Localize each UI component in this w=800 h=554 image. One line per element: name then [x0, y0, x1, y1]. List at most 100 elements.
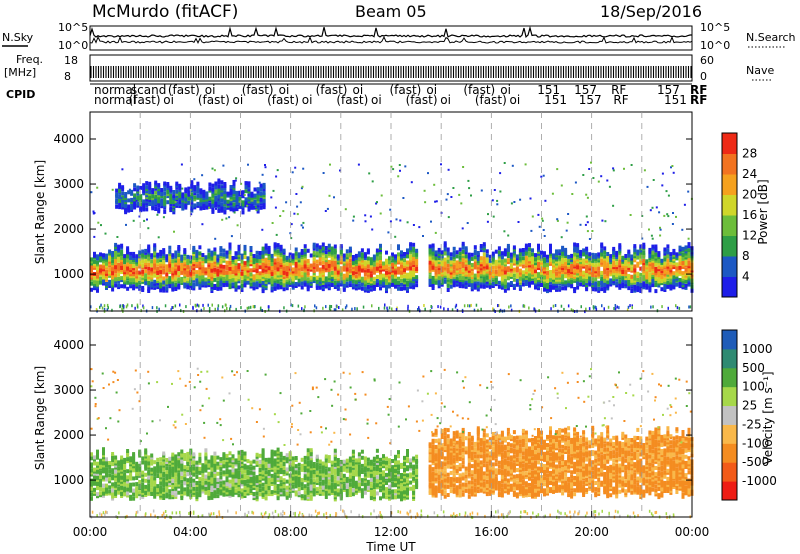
power-cell	[105, 271, 108, 276]
power-scatter-cell	[104, 232, 107, 235]
power-cell	[177, 245, 181, 249]
velocity-cell	[150, 492, 154, 496]
velocity-cell	[204, 468, 208, 473]
power-cell	[681, 271, 685, 276]
power-cell	[285, 272, 289, 277]
velocity-cell	[153, 488, 157, 493]
power-cell	[267, 266, 271, 271]
velocity-cell	[210, 477, 214, 482]
power-heatmap-cells	[90, 161, 694, 314]
power-ground-cell	[584, 310, 586, 314]
power-cell	[564, 280, 568, 285]
velocity-cell	[174, 468, 178, 473]
power-cell	[135, 254, 139, 259]
power-scatter-cell	[296, 205, 299, 208]
velocity-cell	[183, 491, 187, 496]
power-cell	[291, 285, 295, 290]
power-cell	[394, 272, 397, 277]
power-cell	[202, 189, 206, 194]
power-cell	[534, 253, 537, 258]
power-cell	[339, 276, 343, 281]
power-cell	[660, 260, 664, 265]
velocity-cell	[105, 487, 108, 492]
power-scatter-cell	[215, 207, 217, 210]
velocity-cell	[195, 460, 199, 465]
power-cell	[642, 242, 646, 247]
power-cell	[342, 285, 346, 290]
power-cell	[446, 288, 450, 292]
power-cell	[333, 281, 337, 285]
power-cell	[512, 261, 516, 266]
power-scatter-cell	[329, 163, 331, 166]
power-scatter-cell	[190, 213, 193, 216]
power-ground-cell	[386, 308, 389, 312]
power-cell	[503, 250, 507, 255]
power-cell	[145, 185, 149, 190]
power-cell	[249, 256, 253, 261]
power-cell	[160, 192, 164, 197]
power-cell	[142, 203, 146, 208]
power-cell	[385, 270, 388, 275]
velocity-cell	[126, 469, 130, 474]
power-cell	[199, 188, 203, 193]
power-cell	[388, 272, 391, 277]
power-cell	[437, 247, 441, 252]
power-scatter-cell	[672, 171, 675, 174]
power-cell	[515, 260, 519, 265]
velocity-cell	[168, 475, 172, 479]
power-cell	[189, 265, 193, 270]
power-ground-cell	[291, 304, 294, 308]
power-cell	[186, 285, 190, 290]
power-scatter-cell	[430, 220, 432, 223]
power-cell	[132, 272, 136, 277]
power-cell	[166, 182, 170, 186]
power-cell	[193, 185, 197, 190]
power-cell	[543, 261, 546, 266]
power-cell	[348, 268, 352, 273]
power-cell	[491, 282, 495, 286]
power-cell	[321, 256, 325, 261]
power-scatter-cell	[493, 189, 496, 191]
power-cell	[669, 268, 673, 273]
power-cell	[467, 252, 471, 257]
power-scatter-cell	[648, 228, 650, 231]
power-scatter-cell	[282, 210, 285, 213]
power-cell	[195, 280, 199, 285]
power-scatter-cell	[302, 221, 305, 224]
power-cell	[397, 258, 400, 263]
power-cell	[555, 263, 558, 268]
power-cell	[102, 253, 105, 258]
power-ground-cell	[407, 307, 409, 311]
power-scatter-cell	[326, 207, 329, 210]
power-scatter-cell	[328, 194, 331, 197]
velocity-cell	[96, 463, 99, 468]
power-scatter-cell	[445, 198, 448, 201]
power-ground-cell	[136, 305, 139, 309]
power-scatter-cell	[513, 201, 516, 203]
velocity-cell	[153, 494, 157, 499]
power-ground-cell	[451, 308, 454, 312]
nsearch-label: N.Search	[746, 31, 796, 44]
power-cell	[600, 242, 604, 247]
power-cell	[648, 272, 652, 277]
power-cell	[627, 263, 631, 268]
power-cell	[473, 249, 477, 254]
power-cell	[141, 249, 145, 254]
power-scatter-cell	[543, 235, 546, 237]
power-cell	[258, 251, 262, 255]
power-ground-cell	[424, 307, 426, 311]
power-scatter-cell	[466, 222, 469, 224]
power-ground-cell	[678, 306, 681, 310]
power-cell	[276, 271, 280, 276]
power-ground-cell	[333, 308, 336, 312]
velocity-cell	[120, 481, 124, 486]
power-cell	[216, 268, 220, 273]
power-cell	[214, 181, 218, 186]
power-cell	[512, 273, 516, 278]
power-cell	[195, 249, 199, 254]
power-cell	[279, 244, 283, 249]
power-scatter-cell	[300, 224, 303, 227]
velocity-cell	[156, 457, 160, 462]
power-cell	[494, 272, 498, 276]
power-cell	[403, 274, 406, 279]
